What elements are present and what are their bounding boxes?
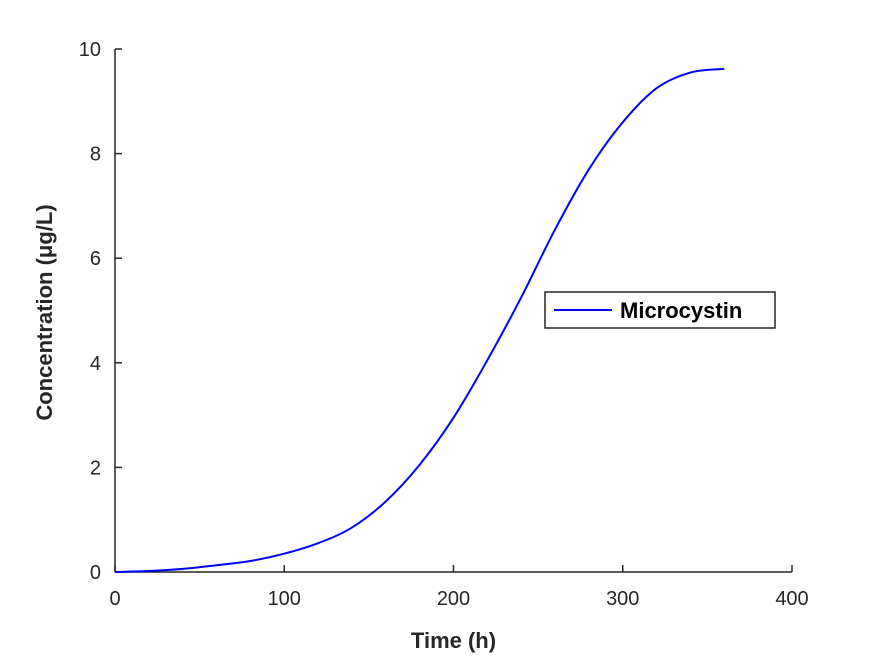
- ticks: 0 100 200 300 400 0 2 4 6 8 10: [79, 39, 809, 610]
- y-tick-label: 4: [90, 353, 101, 375]
- legend-label-microcystin: Microcystin: [620, 298, 742, 323]
- x-tick-label: 200: [437, 588, 470, 610]
- legend: Microcystin: [544, 291, 776, 329]
- x-tick-label: 100: [268, 588, 301, 610]
- y-tick-label: 0: [90, 562, 101, 584]
- y-tick-label: 2: [90, 457, 101, 479]
- y-tick-label: 8: [90, 144, 101, 166]
- y-tick-label: 10: [79, 39, 101, 61]
- y-axis-title: Concentration (μg/L): [32, 204, 57, 420]
- series-layer: [114, 67, 725, 573]
- x-tick-label: 0: [109, 588, 120, 610]
- series-line-microcystin: [114, 67, 725, 573]
- x-tick-label: 400: [775, 588, 808, 610]
- x-tick-label: 300: [606, 588, 639, 610]
- y-tick-label: 6: [90, 248, 101, 270]
- x-axis-title: Time (h): [411, 628, 496, 653]
